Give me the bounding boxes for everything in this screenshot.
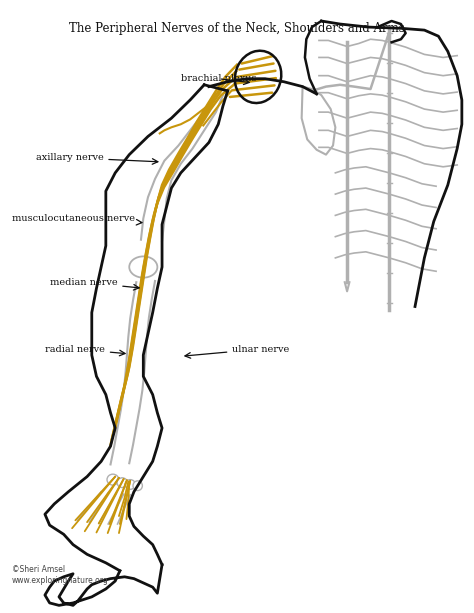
Ellipse shape <box>107 474 118 485</box>
Text: radial nerve: radial nerve <box>45 345 125 356</box>
Ellipse shape <box>117 478 128 487</box>
Ellipse shape <box>125 479 136 489</box>
Ellipse shape <box>133 481 142 490</box>
Text: median nerve: median nerve <box>50 278 139 290</box>
Text: ulnar nerve: ulnar nerve <box>185 345 290 358</box>
Ellipse shape <box>129 256 157 278</box>
Text: ©Sheri Amsel
www.exploringnature.org: ©Sheri Amsel www.exploringnature.org <box>12 565 109 585</box>
Text: musculocutaneous nerve: musculocutaneous nerve <box>12 214 142 225</box>
Text: axillary nerve: axillary nerve <box>36 153 158 164</box>
Text: The Peripheral Nerves of the Neck, Shoulders and Arms: The Peripheral Nerves of the Neck, Shoul… <box>69 22 405 35</box>
Text: brachial plexus: brachial plexus <box>181 74 256 85</box>
